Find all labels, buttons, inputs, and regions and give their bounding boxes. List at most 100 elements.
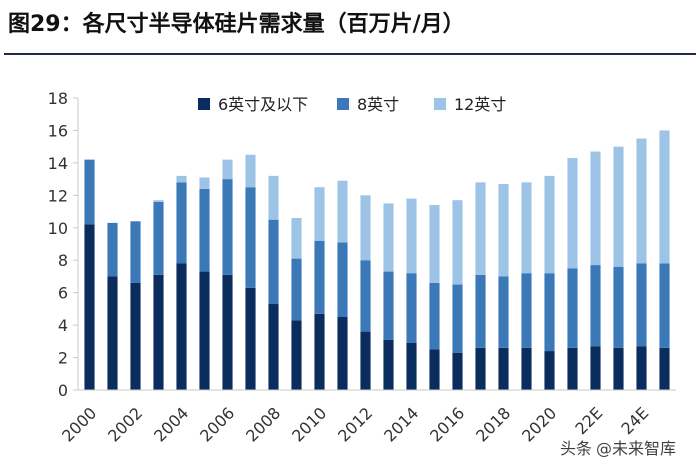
bar-6inch-2024E: [636, 346, 647, 390]
bar-12inch-2008: [268, 175, 279, 220]
bar-12inch-2021: [567, 158, 578, 269]
bar-8inch-2017: [475, 274, 486, 348]
bar-8inch-2018: [498, 276, 509, 348]
bar-8inch-2000: [84, 159, 95, 225]
bar-12inch-2013: [383, 203, 394, 272]
legend-label: 6英寸及以下: [218, 95, 308, 114]
x-tick-label: 2020: [518, 403, 560, 445]
bar-6inch-2001: [107, 276, 118, 390]
x-tick-label: 2002: [104, 403, 146, 445]
bar-12inch-2014: [406, 198, 417, 274]
y-tick-label: 8: [58, 251, 68, 270]
bar-6inch-2009: [291, 320, 302, 390]
bar-12inch-2017: [475, 182, 486, 275]
legend-swatch: [434, 98, 446, 110]
bar-8inch-2023E: [613, 266, 624, 348]
bar-8inch-2013: [383, 271, 394, 340]
bar-6inch-2017: [475, 347, 486, 390]
x-tick-label: 2018: [472, 403, 514, 445]
bar-6inch-2005: [199, 271, 210, 390]
x-tick-label: 2004: [150, 403, 192, 445]
bar-12inch-2016: [452, 200, 463, 285]
bar-6inch-2013: [383, 339, 394, 390]
bar-12inch-2019: [521, 182, 532, 274]
bar-6inch-2000: [84, 224, 95, 390]
bar-12inch-2004: [176, 175, 187, 183]
y-tick-label: 14: [48, 154, 68, 173]
bar-6inch-2003: [153, 274, 164, 390]
bar-8inch-2004: [176, 182, 187, 264]
bar-12inch-2022E: [590, 151, 601, 266]
y-tick-label: 16: [48, 121, 68, 140]
page-title: 图29：各尺寸半导体硅片需求量（百万片/月）: [8, 12, 465, 37]
bar-6inch-2012: [360, 331, 371, 390]
bar-6inch-2023E: [613, 347, 624, 390]
bar-12inch-2012: [360, 195, 371, 261]
bar-12inch-2011: [337, 180, 348, 243]
bar-8inch-2025E: [659, 263, 670, 348]
bar-6inch-2021: [567, 347, 578, 390]
bar-12inch-2009: [291, 218, 302, 259]
x-tick-label: 2016: [426, 403, 468, 445]
x-tick-label: 2000: [58, 403, 100, 445]
bar-8inch-2022E: [590, 265, 601, 347]
x-tick-label: 2012: [334, 403, 376, 445]
bar-6inch-2010: [314, 313, 325, 390]
bar-12inch-2006: [222, 159, 233, 180]
bar-8inch-2007: [245, 187, 256, 288]
bar-8inch-2016: [452, 284, 463, 353]
x-tick-label: 22E: [571, 403, 606, 438]
x-tick-label: 2010: [288, 403, 330, 445]
bar-6inch-2014: [406, 342, 417, 390]
bar-12inch-2007: [245, 154, 256, 188]
y-tick-label: 4: [58, 316, 68, 335]
bar-8inch-2014: [406, 273, 417, 343]
bar-6inch-2007: [245, 287, 256, 390]
bar-8inch-2005: [199, 188, 210, 272]
bar-8inch-2024E: [636, 263, 647, 347]
watermark-right-text: @未来智库: [595, 439, 676, 458]
bar-6inch-2002: [130, 282, 141, 390]
bar-12inch-2023E: [613, 146, 624, 267]
bar-8inch-2015: [429, 282, 440, 350]
bar-8inch-2011: [337, 242, 348, 317]
x-tick-label: 2006: [196, 403, 238, 445]
x-tick-label: 24E: [617, 403, 652, 438]
y-tick-label: 6: [58, 284, 68, 303]
bar-8inch-2009: [291, 258, 302, 321]
bar-8inch-2008: [268, 219, 279, 305]
title-divider: [4, 53, 696, 55]
legend: 6英寸及以下 8英寸 12英寸: [198, 95, 506, 114]
watermark-left-text: 头条: [559, 439, 592, 458]
bar-8inch-2006: [222, 179, 233, 275]
y-tick-label: 12: [48, 186, 68, 205]
y-tick-label: 0: [58, 381, 68, 400]
x-tick-label: 2008: [242, 403, 284, 445]
bar-6inch-2018: [498, 347, 509, 390]
y-tick-label: 10: [48, 219, 68, 238]
watermark: 头条 @未来智库: [555, 436, 684, 462]
bar-6inch-2011: [337, 317, 348, 390]
y-tick-label: 18: [48, 89, 68, 108]
x-tick-label: 2014: [380, 403, 422, 445]
y-tick-label: 2: [58, 349, 68, 368]
bar-8inch-2010: [314, 240, 325, 314]
bar-8inch-2019: [521, 273, 532, 348]
bar-12inch-2024E: [636, 138, 647, 264]
bar-8inch-2021: [567, 268, 578, 348]
bar-12inch-2020: [544, 175, 555, 274]
bar-8inch-2001: [107, 222, 118, 277]
y-axis: 0 2 4 6 8 10 12 14 16 18: [48, 89, 79, 400]
bar-8inch-2002: [130, 221, 141, 283]
bar-6inch-2015: [429, 349, 440, 390]
legend-swatch: [337, 98, 349, 110]
bar-6inch-2004: [176, 263, 187, 390]
legend-label: 12英寸: [454, 95, 506, 114]
bar-6inch-2022E: [590, 346, 601, 390]
bar-6inch-2006: [222, 274, 233, 390]
bar-6inch-2019: [521, 347, 532, 390]
bar-8inch-2012: [360, 260, 371, 332]
bar-12inch-2015: [429, 205, 440, 283]
legend-label: 8英寸: [357, 95, 399, 114]
